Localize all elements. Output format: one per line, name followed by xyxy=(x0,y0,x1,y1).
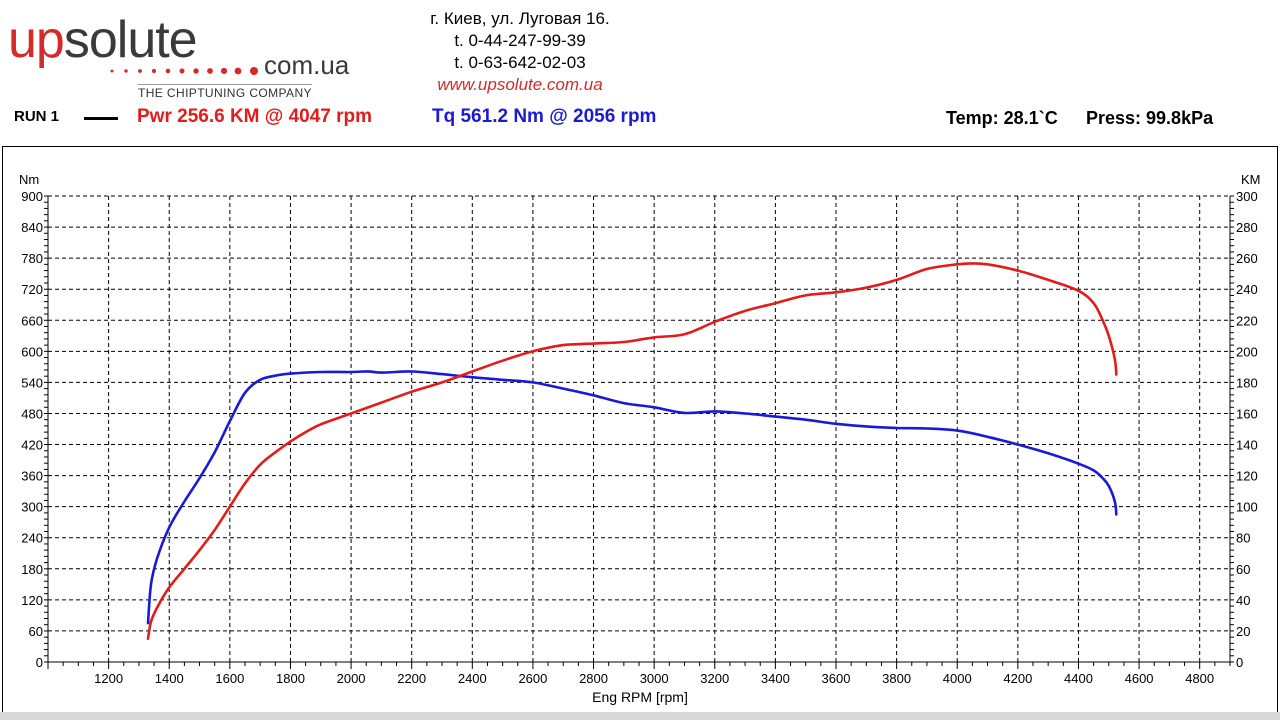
y-tick-label: 900 xyxy=(21,189,43,204)
y2-tick-label: 220 xyxy=(1236,313,1258,328)
y2-tick-label: 300 xyxy=(1236,189,1258,204)
run-line-swatch xyxy=(84,117,118,120)
y-tick-label: 60 xyxy=(29,624,43,639)
x-tick-label: 3600 xyxy=(822,671,851,686)
x-tick-label: 4800 xyxy=(1185,671,1214,686)
x-tick-label: 1400 xyxy=(155,671,184,686)
y2-tick-label: 80 xyxy=(1236,531,1250,546)
y-tick-label: 240 xyxy=(21,531,43,546)
logo-dots-decoration xyxy=(110,67,258,75)
torque-peak: Tq 561.2 Nm @ 2056 rpm xyxy=(432,106,657,127)
y2-tick-labels: 0 20 40 60 80 100 120 140 160 180 200 220 240 260 280 3… xyxy=(1236,189,1258,670)
y-tick-label: 420 xyxy=(21,438,43,453)
axis-lines xyxy=(47,196,1231,663)
x-tick-label: 2800 xyxy=(579,671,608,686)
y2-tick-label: 160 xyxy=(1236,406,1258,421)
y2-tick-label: 120 xyxy=(1236,469,1258,484)
y2-tick-label: 60 xyxy=(1236,562,1250,577)
logo-up: up xyxy=(8,11,65,69)
x-tick-label: 1600 xyxy=(215,671,244,686)
run-label: RUN 1 xyxy=(14,108,60,125)
website-link[interactable]: www.upsolute.com.ua xyxy=(437,75,603,94)
logo-solute: solute xyxy=(63,11,198,69)
x-tick-label: 4400 xyxy=(1064,671,1093,686)
x-tick-label: 3200 xyxy=(700,671,729,686)
logo-tagline: THE CHIPTUNING COMPANY xyxy=(138,84,312,100)
dyno-chart-frame: 1200 1400 1600 1800 2000 2200 2400 2600 2800 3000… xyxy=(2,146,1278,714)
x-tick-label: 4000 xyxy=(943,671,972,686)
dyno-chart: 1200 1400 1600 1800 2000 2200 2400 2600 2800 3000… xyxy=(19,172,1261,705)
x-tick-label: 2600 xyxy=(518,671,547,686)
y2-tick-label: 260 xyxy=(1236,251,1258,266)
x-tick-label: 3000 xyxy=(640,671,669,686)
y2-axis-label: KM xyxy=(1241,172,1261,187)
y-tick-label: 600 xyxy=(21,344,43,359)
minor-ticks xyxy=(44,195,1234,669)
contact-block: г. Киев, ул. Луговая 16. t. 0-44-247-99-… xyxy=(400,8,640,96)
torque-series-line xyxy=(146,370,1118,625)
x-tick-label: 2400 xyxy=(458,671,487,686)
logo-wordmark: upsolute xyxy=(8,11,198,69)
y-tick-label: 720 xyxy=(21,282,43,297)
grid xyxy=(48,195,1230,662)
y-tick-labels: 0 60 120 180 240 300 360 420 480 540 600 660 720 780 8… xyxy=(21,189,43,670)
x-tick-label: 2200 xyxy=(397,671,426,686)
x-tick-labels: 1200 1400 1600 1800 2000 2200 2400 2600 2800 3000… xyxy=(94,671,1214,686)
y2-tick-label: 100 xyxy=(1236,500,1258,515)
y2-tick-label: 0 xyxy=(1236,655,1243,670)
x-tick-label: 4200 xyxy=(1003,671,1032,686)
y2-tick-label: 140 xyxy=(1236,438,1258,453)
pressure: Press: 99.8kPa xyxy=(1086,108,1214,128)
logo-domain: com.ua xyxy=(264,50,350,80)
y-axis-label: Nm xyxy=(19,172,39,187)
y-tick-label: 780 xyxy=(21,251,43,266)
temperature: Temp: 28.1`C xyxy=(946,108,1058,128)
y-tick-label: 300 xyxy=(21,500,43,515)
address: г. Киев, ул. Луговая 16. xyxy=(430,9,610,28)
x-tick-label: 3400 xyxy=(761,671,790,686)
y2-tick-label: 20 xyxy=(1236,624,1250,639)
x-tick-label: 3800 xyxy=(882,671,911,686)
y2-tick-label: 180 xyxy=(1236,375,1258,390)
phone-1: t. 0-44-247-99-39 xyxy=(454,31,586,50)
y-tick-label: 0 xyxy=(36,655,43,670)
y2-tick-label: 200 xyxy=(1236,344,1258,359)
y2-tick-label: 280 xyxy=(1236,220,1258,235)
series xyxy=(146,262,1118,640)
phone-2: t. 0-63-642-02-03 xyxy=(454,53,586,72)
y-tick-label: 360 xyxy=(21,469,43,484)
y-tick-label: 120 xyxy=(21,593,43,608)
x-axis-label: Eng RPM [rpm] xyxy=(592,689,688,705)
x-tick-label: 4600 xyxy=(1125,671,1154,686)
power-series-line xyxy=(146,262,1118,640)
y-tick-label: 180 xyxy=(21,562,43,577)
y2-tick-label: 40 xyxy=(1236,593,1250,608)
power-peak: Pwr 256.6 KM @ 4047 rpm xyxy=(137,106,373,127)
x-tick-label: 2000 xyxy=(337,671,366,686)
run-summary: RUN 1 Pwr 256.6 KM @ 4047 rpm Tq 561.2 N… xyxy=(0,104,1280,132)
y-tick-label: 660 xyxy=(21,313,43,328)
y-tick-label: 840 xyxy=(21,220,43,235)
logo: upsolute com.ua THE CHIPTUNING COMPANY xyxy=(6,8,386,100)
y2-tick-label: 240 xyxy=(1236,282,1258,297)
x-tick-label: 1200 xyxy=(94,671,123,686)
bottom-rule xyxy=(0,712,1280,720)
y-tick-label: 540 xyxy=(21,375,43,390)
x-tick-label: 1800 xyxy=(276,671,305,686)
y-tick-label: 480 xyxy=(21,406,43,421)
